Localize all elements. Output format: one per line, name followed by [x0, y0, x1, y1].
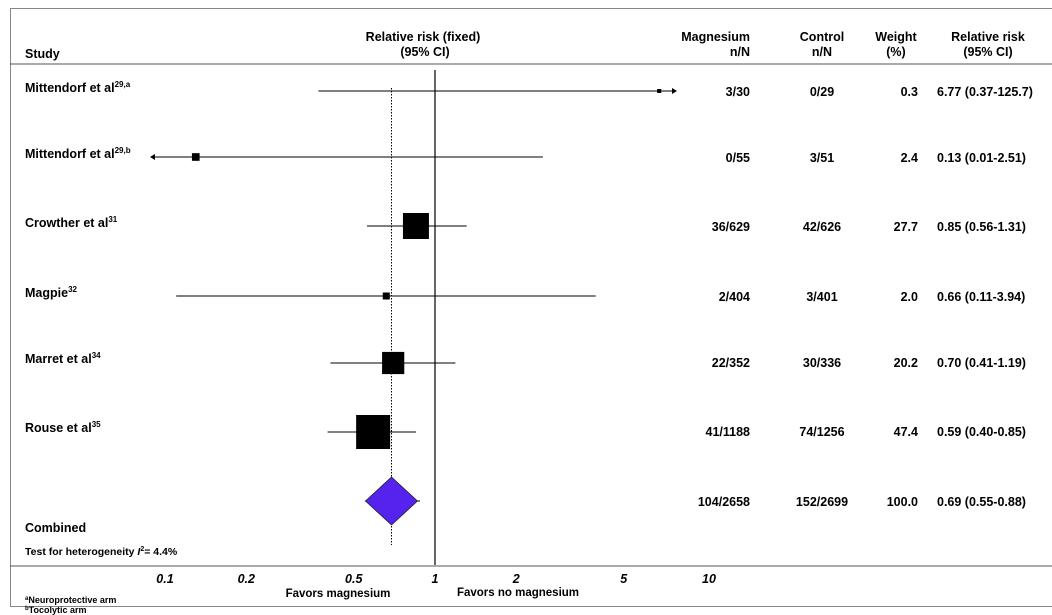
weight-value: 20.2: [894, 356, 918, 370]
header-rr-line2: (95% CI): [963, 45, 1012, 59]
point-estimate-square: [382, 351, 405, 375]
study-row-6: Rouse et al35 41/1188 74/1256 47.4 0.59 (0.4…: [25, 415, 1026, 449]
x-tick-label: 0.5: [345, 572, 363, 586]
relative-risk-ci: 6.77 (0.37-125.7): [937, 85, 1033, 99]
study-rows: Mittendorf et al29,a 3/30 0/29 0.3 6.77 (0.3…: [25, 80, 1033, 535]
relative-risk-ci: 0.66 (0.11-3.94): [937, 290, 1025, 304]
point-estimate-square: [191, 153, 200, 161]
study-name: Rouse et al35: [25, 420, 101, 435]
control-count: 0/29: [810, 85, 834, 99]
combined-row: Combined 104/2658 152/2699 100.0 0.69 (0.55-…: [25, 476, 1026, 535]
footnote-a: aNeuroprotective arm: [25, 595, 116, 605]
control-count: 3/401: [806, 290, 837, 304]
header-rr-fixed-line2: (95% CI): [400, 45, 449, 59]
header-control-line2: n/N: [812, 45, 832, 59]
combined-label: Combined: [25, 521, 86, 535]
x-tick-label: 5: [620, 572, 628, 586]
control-count: 74/1256: [799, 425, 844, 439]
combined-weight: 100.0: [887, 495, 918, 509]
ci-arrow-right: [672, 88, 677, 94]
study-row-5: Marret et al34 22/352 30/336 20.2 0.70 (0.41…: [25, 351, 1026, 375]
x-tick-label: 0.2: [238, 572, 255, 586]
control-count: 3/51: [810, 151, 834, 165]
header-rr-fixed-line1: Relative risk (fixed): [366, 30, 481, 44]
magnesium-count: 41/1188: [706, 425, 751, 439]
study-name: Crowther et al31: [25, 215, 118, 230]
x-tick-label: 1: [432, 572, 439, 586]
header-magnesium-line1: Magnesium: [681, 30, 750, 44]
chart-frame: [10, 8, 1052, 607]
header-rr-line1: Relative risk: [951, 30, 1025, 44]
magnesium-count: 36/629: [712, 220, 750, 234]
weight-value: 47.4: [894, 425, 918, 439]
magnesium-count: 0/55: [726, 151, 750, 165]
ci-arrow-left: [150, 154, 155, 160]
study-row-2: Mittendorf et al29,b 0/55 3/51 2.4 0.13 (0.0…: [25, 146, 1026, 165]
point-estimate-square: [402, 213, 429, 239]
x-tick-label: 10: [702, 572, 716, 586]
relative-risk-ci: 0.70 (0.41-1.19): [937, 356, 1026, 370]
study-name: Mittendorf et al29,b: [25, 146, 131, 161]
combined-magnesium: 104/2658: [698, 495, 750, 509]
study-name: Magpie32: [25, 285, 78, 300]
weight-value: 2.4: [901, 151, 918, 165]
magnesium-count: 22/352: [712, 356, 750, 370]
plot-layer: [390, 70, 436, 565]
weight-value: 0.3: [901, 85, 918, 99]
study-row-3: Crowther et al31 36/629 42/626 27.7 0.85 (0.…: [25, 213, 1026, 239]
favors-no-magnesium-label: Favors no magnesium: [457, 587, 579, 599]
control-count: 30/336: [803, 356, 841, 370]
study-row-1: Mittendorf et al29,a 3/30 0/29 0.3 6.77 (0.3…: [25, 80, 1033, 99]
combined-control: 152/2699: [796, 495, 848, 509]
point-estimate-square: [356, 415, 391, 449]
relative-risk-ci: 0.59 (0.40-0.85): [937, 425, 1026, 439]
header-study: Study: [25, 47, 60, 61]
point-estimate-square: [382, 292, 390, 300]
favors-magnesium-label: Favors magnesium: [286, 588, 391, 600]
header-weight-line2: (%): [886, 45, 905, 59]
study-name: Marret et al34: [25, 351, 101, 366]
combined-diamond: [364, 476, 419, 526]
study-row-4: Magpie32 2/404 3/401 2.0 0.66 (0.11-3.94): [25, 285, 1025, 304]
header-magnesium-line2: n/N: [730, 45, 750, 59]
footnote-b: bTocolytic arm: [25, 605, 87, 615]
combined-rr-ci: 0.69 (0.55-0.88): [937, 495, 1026, 509]
x-tick-label: 0.1: [156, 572, 173, 586]
control-count: 42/626: [803, 220, 841, 234]
magnesium-count: 2/404: [719, 290, 750, 304]
heterogeneity-text: Test for heterogeneity I2= 4.4%: [25, 546, 178, 558]
study-name: Mittendorf et al29,a: [25, 80, 131, 95]
header-control-line1: Control: [800, 30, 844, 44]
relative-risk-ci: 0.13 (0.01-2.51): [937, 151, 1026, 165]
relative-risk-ci: 0.85 (0.56-1.31): [937, 220, 1026, 234]
header-weight-line1: Weight: [875, 30, 917, 44]
weight-value: 27.7: [894, 220, 918, 234]
x-tick-label: 2: [512, 572, 520, 586]
point-estimate-square: [657, 89, 662, 93]
magnesium-count: 3/30: [726, 85, 750, 99]
x-axis: 0.1 0.2 0.5 1 2 5 10: [10, 565, 1052, 586]
weight-value: 2.0: [901, 290, 918, 304]
